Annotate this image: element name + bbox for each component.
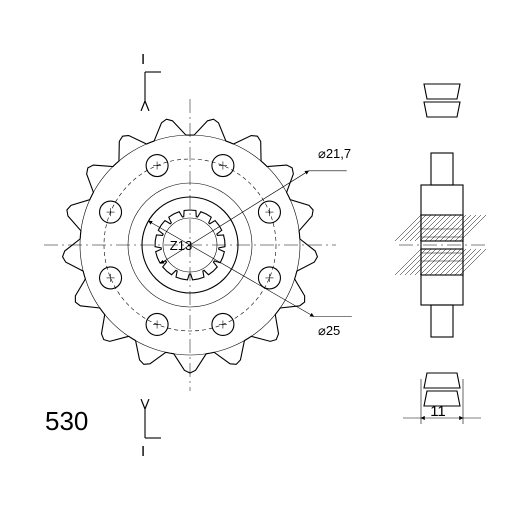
- web-upper: [431, 153, 453, 185]
- drawing-canvas: II 11 530 ⌀21,7Z13⌀25: [0, 0, 520, 520]
- width-dim-label: 11: [430, 403, 446, 420]
- dim-d3-label: ⌀25: [318, 323, 340, 338]
- section-label-bottom: I: [141, 443, 145, 460]
- part-number-label: 530: [45, 406, 88, 436]
- tooth-profile: [424, 102, 460, 117]
- tooth-profile: [424, 373, 460, 388]
- dim-d3-leader: [148, 221, 313, 317]
- dim-d1-label: ⌀21,7: [318, 146, 351, 161]
- dimensions-group: ⌀21,7 Z13 ⌀25: [148, 146, 351, 338]
- dim-z-label: Z13: [170, 238, 192, 253]
- web-lower: [431, 305, 453, 337]
- sprocket-front-view: II: [44, 51, 336, 460]
- section-label-top: I: [141, 51, 145, 68]
- sprocket-side-view: 11: [395, 84, 486, 424]
